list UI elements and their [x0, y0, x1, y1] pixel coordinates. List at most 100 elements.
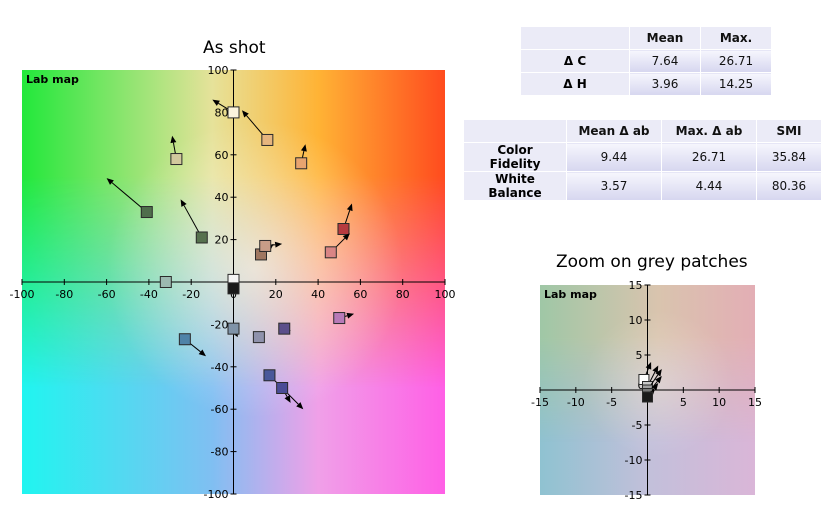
table2-cell: 4.44 [661, 171, 757, 201]
x-tick-label: 5 [680, 396, 687, 409]
y-tick-label: 15 [629, 279, 643, 292]
color-patch-marker [642, 391, 653, 403]
table1-cell: 3.96 [629, 72, 701, 96]
table1-row-label: Δ C [520, 49, 630, 73]
color-patch-marker [252, 331, 265, 344]
main-lab-chart: Lab map -100 -80 -60 -40 -20 0 20 40 60 80 100 -100 -… [10, 64, 456, 501]
table1-cell: 7.64 [629, 49, 701, 73]
color-patch-marker [227, 106, 240, 119]
error-arrowhead [651, 383, 659, 391]
y-tick-label: 80 [215, 106, 229, 119]
table-row: White Balance 3.57 4.44 80.36 [463, 171, 822, 201]
table2-corner [463, 119, 567, 143]
x-tick-label: 20 [269, 288, 283, 301]
color-patch-marker [263, 369, 276, 382]
x-tick-label: -60 [98, 288, 116, 301]
plot-center-glow [583, 310, 734, 458]
table2-cell: 9.44 [566, 142, 662, 172]
color-patch-marker [140, 206, 153, 219]
y-tick-label: 60 [215, 149, 229, 162]
table2-cell: 3.57 [566, 171, 662, 201]
x-tick-label: 100 [435, 288, 456, 301]
error-arrowhead [212, 99, 220, 106]
error-arrowhead [300, 144, 307, 152]
zoom-chart-title: Zoom on grey patches [556, 252, 748, 272]
x-tick-label: 60 [353, 288, 367, 301]
y-tick-label: -80 [211, 446, 229, 459]
table2-cell: 80.36 [756, 171, 822, 201]
table1-header-max: Max. [700, 26, 772, 50]
x-tick-label: -15 [531, 396, 549, 409]
y-tick-label: -100 [204, 488, 229, 501]
zoom-lab-chart: Lab map -15 -10 -5 5 10 15 -15 -10 -5 5 10 15 0 [531, 279, 762, 502]
delta-ch-table: Mean Max. Δ C 7.64 26.71 Δ H 3.96 14.25 [520, 26, 772, 96]
y-tick-label: -10 [625, 454, 643, 467]
table2-row-label: Color Fidelity [463, 142, 567, 172]
error-arrowhead [296, 402, 304, 410]
x-tick-label: 15 [748, 396, 762, 409]
error-arrowhead [346, 312, 355, 319]
legend-label: Lab map [26, 73, 79, 86]
y-tick-label: -60 [211, 403, 229, 416]
main-chart-title: As shot [203, 38, 266, 58]
table2-header-mean: Mean Δ ab [566, 119, 662, 143]
table2-row-label: White Balance [463, 171, 567, 201]
color-patch-marker [227, 322, 240, 335]
color-patch-marker [278, 322, 291, 335]
table2-header-smi: SMI [756, 119, 822, 143]
color-patch-marker [261, 133, 274, 146]
x-tick-label: -100 [10, 288, 35, 301]
color-patch-marker [195, 231, 208, 244]
y-tick-label: 10 [629, 314, 643, 327]
table2-header-max: Max. Δ ab [661, 119, 757, 143]
x-tick-label: -10 [567, 396, 585, 409]
y-tick-label: -15 [625, 489, 643, 502]
color-patch-marker [337, 223, 350, 235]
error-arrowhead [645, 362, 652, 370]
table1-cell: 14.25 [700, 72, 772, 96]
plot-center-glow [106, 120, 403, 418]
table1-corner [520, 26, 630, 50]
table1-row-label: Δ H [520, 72, 630, 96]
y-tick-label: -40 [211, 361, 229, 374]
x-tick-label: 80 [396, 288, 410, 301]
color-patch-marker [324, 246, 337, 259]
error-arrowhead [342, 233, 350, 241]
table2-cell: 35.84 [756, 142, 822, 172]
color-patch-marker [170, 153, 183, 166]
table-row: Color Fidelity 9.44 26.71 35.84 [463, 142, 822, 172]
y-tick-label: 100 [208, 64, 229, 77]
error-arrowhead [198, 349, 207, 357]
y-tick-label: -20 [211, 318, 229, 331]
color-patch-marker [159, 276, 172, 288]
error-arrowhead [106, 178, 114, 185]
error-arrowhead [655, 369, 662, 377]
error-arrowhead [241, 110, 249, 118]
error-arrowhead [652, 365, 659, 374]
color-patch-marker [227, 282, 240, 295]
error-arrowhead [284, 395, 291, 403]
color-patch-marker [276, 382, 289, 394]
table-row: Δ C 7.64 26.71 [520, 49, 772, 73]
origin-label: 0 [638, 379, 645, 392]
x-tick-label: -80 [55, 288, 73, 301]
fidelity-table: Mean Δ ab Max. Δ ab SMI Color Fidelity 9… [463, 119, 822, 201]
color-patch-marker [295, 157, 308, 170]
error-arrowhead [170, 135, 177, 144]
color-patch-marker [178, 333, 191, 346]
table-row: Δ H 3.96 14.25 [520, 72, 772, 96]
x-tick-label: -5 [606, 396, 617, 409]
error-arrowhead [346, 203, 353, 212]
y-tick-label: 20 [215, 234, 229, 247]
color-patch-marker [259, 239, 272, 252]
table2-cell: 26.71 [661, 142, 757, 172]
x-tick-label: 40 [311, 288, 325, 301]
x-tick-label: 0 [230, 288, 237, 301]
table1-cell: 26.71 [700, 49, 772, 73]
error-arrowhead [274, 241, 283, 248]
table1-header-mean: Mean [629, 26, 701, 50]
y-tick-label: 40 [215, 191, 229, 204]
y-tick-label: 5 [636, 349, 643, 362]
error-arrowhead [655, 376, 662, 384]
error-arrowhead [180, 199, 187, 207]
